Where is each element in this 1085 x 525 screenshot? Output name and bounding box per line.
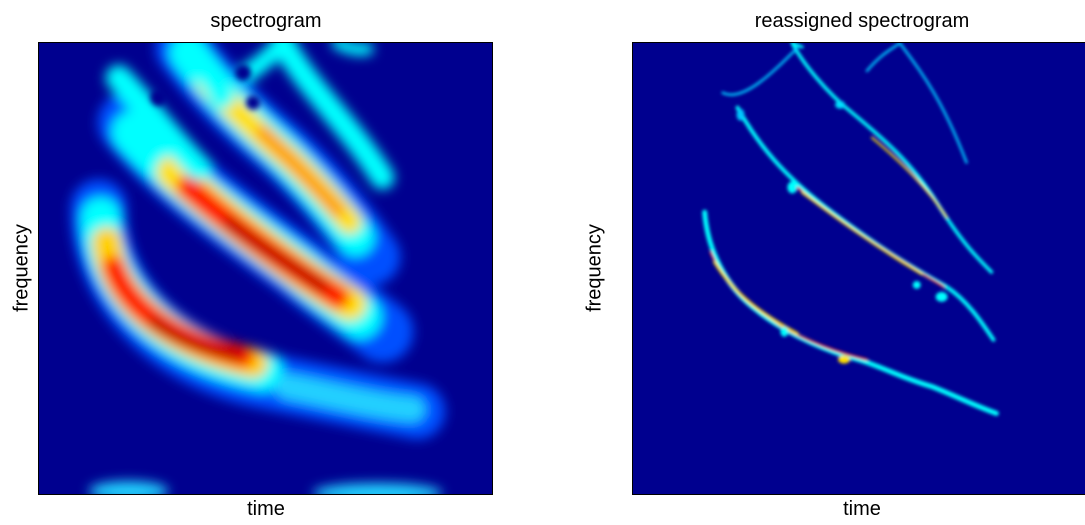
spectrogram-fragment-top-4	[331, 43, 374, 56]
y-axis-label: frequency	[10, 224, 33, 312]
reassigned-blob	[935, 291, 948, 302]
reassigned-curve-upper	[790, 43, 994, 274]
spectrogram-band-middle-peak	[223, 217, 328, 292]
reassigned-fragment-top-left	[721, 46, 799, 96]
reassigned-spectrogram-heatmap	[633, 43, 1085, 494]
spectrogram-bottom-fragment-right	[312, 483, 443, 494]
spectrogram-fragment-top-3	[239, 43, 292, 82]
reassigned-curve-lower-highlight	[713, 260, 799, 336]
plot-background	[633, 43, 1085, 494]
reassigned-curve-middle-highlight	[801, 191, 923, 276]
spectrogram-fragment-upper-left	[105, 64, 212, 181]
reassigned-blob	[736, 108, 745, 121]
chart-title: spectrogram	[210, 10, 322, 32]
spectrogram-band-lower-peak	[148, 316, 244, 361]
x-axis-label: time	[843, 498, 881, 520]
reassigned-spectrogram-plot-area	[632, 42, 1085, 495]
reassigned-blob	[835, 100, 846, 109]
spectrogram-notch	[150, 89, 167, 106]
spectrogram-notch	[246, 95, 261, 110]
reassigned-fragment-top-right	[865, 43, 902, 73]
reassigned-spectrogram-panel: reassigned spectrogram frequency	[580, 0, 1085, 525]
spectrogram-fragment-top-1	[177, 43, 235, 109]
reassigned-blob	[780, 326, 789, 337]
spectrogram-band-upper-core	[256, 125, 345, 218]
reassigned-blob	[787, 181, 798, 194]
reassigned-fragment-top-edge	[790, 43, 804, 49]
spectrogram-fragment-top-2	[270, 43, 395, 190]
x-axis-label: time	[247, 498, 285, 520]
spectrogram-notch	[235, 64, 252, 81]
chart-title: reassigned spectrogram	[754, 10, 970, 32]
spectrogram-panel: spectrogram frequency	[0, 0, 540, 525]
reassigned-curve-upper-highlight	[870, 136, 948, 219]
spectrogram-bottom-fragment-left	[88, 481, 169, 494]
reassigned-blob	[912, 280, 921, 289]
y-axis-label: frequency	[583, 224, 606, 312]
reassigned-blob	[838, 355, 851, 364]
reassigned-fragment-right-tail	[898, 43, 968, 164]
spectrogram-plot-area	[38, 42, 493, 495]
spectrogram-heatmap	[39, 43, 492, 494]
spectrogram-band-lower-tail	[274, 373, 426, 423]
